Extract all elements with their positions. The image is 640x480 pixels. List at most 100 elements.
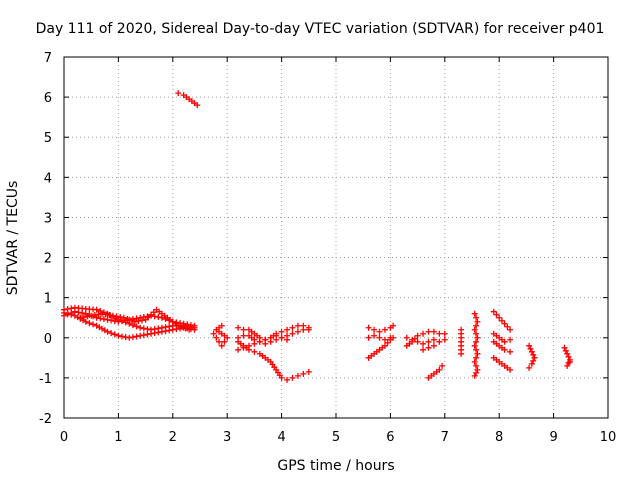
data-point [182, 325, 189, 332]
data-point [173, 326, 180, 333]
data-point [124, 316, 131, 323]
data-point [305, 324, 312, 331]
x-tick-label: 10 [600, 430, 617, 445]
data-point [562, 347, 569, 354]
data-point [300, 370, 307, 377]
data-point [566, 358, 573, 365]
data-point [131, 318, 138, 325]
data-point [86, 320, 93, 327]
data-point [409, 336, 416, 343]
data-point [82, 318, 89, 325]
data-point [381, 326, 388, 333]
x-tick-label: 1 [114, 430, 122, 445]
data-point [235, 324, 242, 331]
data-point [126, 334, 133, 341]
data-point [474, 350, 481, 357]
data-point [108, 317, 115, 324]
data-point [565, 353, 572, 360]
data-point [162, 328, 169, 335]
data-point [158, 328, 165, 335]
data-point [251, 348, 258, 355]
data-point [498, 317, 505, 324]
data-point [458, 350, 465, 357]
data-point [504, 323, 511, 330]
data-point [289, 374, 296, 381]
data-point [384, 339, 391, 346]
data-point [175, 90, 182, 97]
data-point [473, 330, 480, 337]
data-point [371, 332, 378, 339]
data-point [106, 312, 113, 319]
data-point [496, 314, 503, 321]
data-point [439, 362, 446, 369]
data-point [507, 326, 514, 333]
data-point [420, 330, 427, 337]
data-point [90, 321, 97, 328]
data-point [155, 314, 162, 321]
data-point [530, 357, 537, 364]
y-axis-ticks: -2 -1 0 1 2 3 4 5 6 7 [39, 51, 608, 427]
data-point [166, 327, 173, 334]
data-point [284, 336, 291, 343]
data-point [474, 318, 481, 325]
data-point [262, 336, 269, 343]
x-axis-label: GPS time / hours [277, 458, 394, 474]
y-tick-label: 5 [44, 131, 52, 146]
y-tick-label: 1 [44, 292, 52, 307]
y-tick-label: -1 [39, 372, 52, 387]
grid-lines [64, 57, 608, 418]
data-point [194, 102, 201, 109]
data-point [294, 322, 301, 329]
y-tick-label: 6 [44, 91, 52, 106]
data-point [119, 333, 126, 340]
data-point [425, 338, 432, 345]
data-point [240, 344, 247, 351]
data-point [501, 320, 508, 327]
data-point [169, 326, 176, 333]
data-point [218, 342, 225, 349]
data-point [565, 359, 572, 366]
data-point [99, 310, 106, 317]
x-tick-label: 9 [549, 430, 557, 445]
data-point [140, 325, 147, 332]
data-point [88, 312, 95, 319]
data-point [137, 324, 144, 331]
data-point [376, 334, 383, 341]
data-point [122, 319, 129, 326]
data-point [420, 340, 427, 347]
data-point [430, 342, 437, 349]
data-point [294, 328, 301, 335]
data-point [77, 314, 84, 321]
data-point [526, 342, 533, 349]
data-point [144, 331, 151, 338]
data-point [216, 338, 223, 345]
data-point [120, 314, 127, 321]
data-point [64, 310, 71, 317]
data-point [365, 324, 372, 331]
data-point [471, 326, 478, 333]
data-point [561, 344, 568, 351]
data-point [68, 305, 75, 312]
data-point [129, 334, 136, 341]
data-point [420, 346, 427, 353]
data-point [501, 346, 508, 353]
data-point [390, 322, 397, 329]
data-point [109, 312, 116, 319]
data-point [278, 328, 285, 335]
data-point [526, 364, 533, 371]
data-point [91, 312, 98, 319]
data-point [294, 372, 301, 379]
data-point [473, 322, 480, 329]
data-point [267, 334, 274, 341]
data-point [95, 311, 102, 318]
data-point [245, 342, 252, 349]
data-point [135, 318, 142, 325]
data-point [414, 332, 421, 339]
data-point [471, 358, 478, 365]
data-point [473, 369, 480, 376]
data-point [102, 311, 109, 318]
data-point [218, 322, 225, 329]
data-point [474, 366, 481, 373]
x-tick-label: 5 [332, 430, 340, 445]
